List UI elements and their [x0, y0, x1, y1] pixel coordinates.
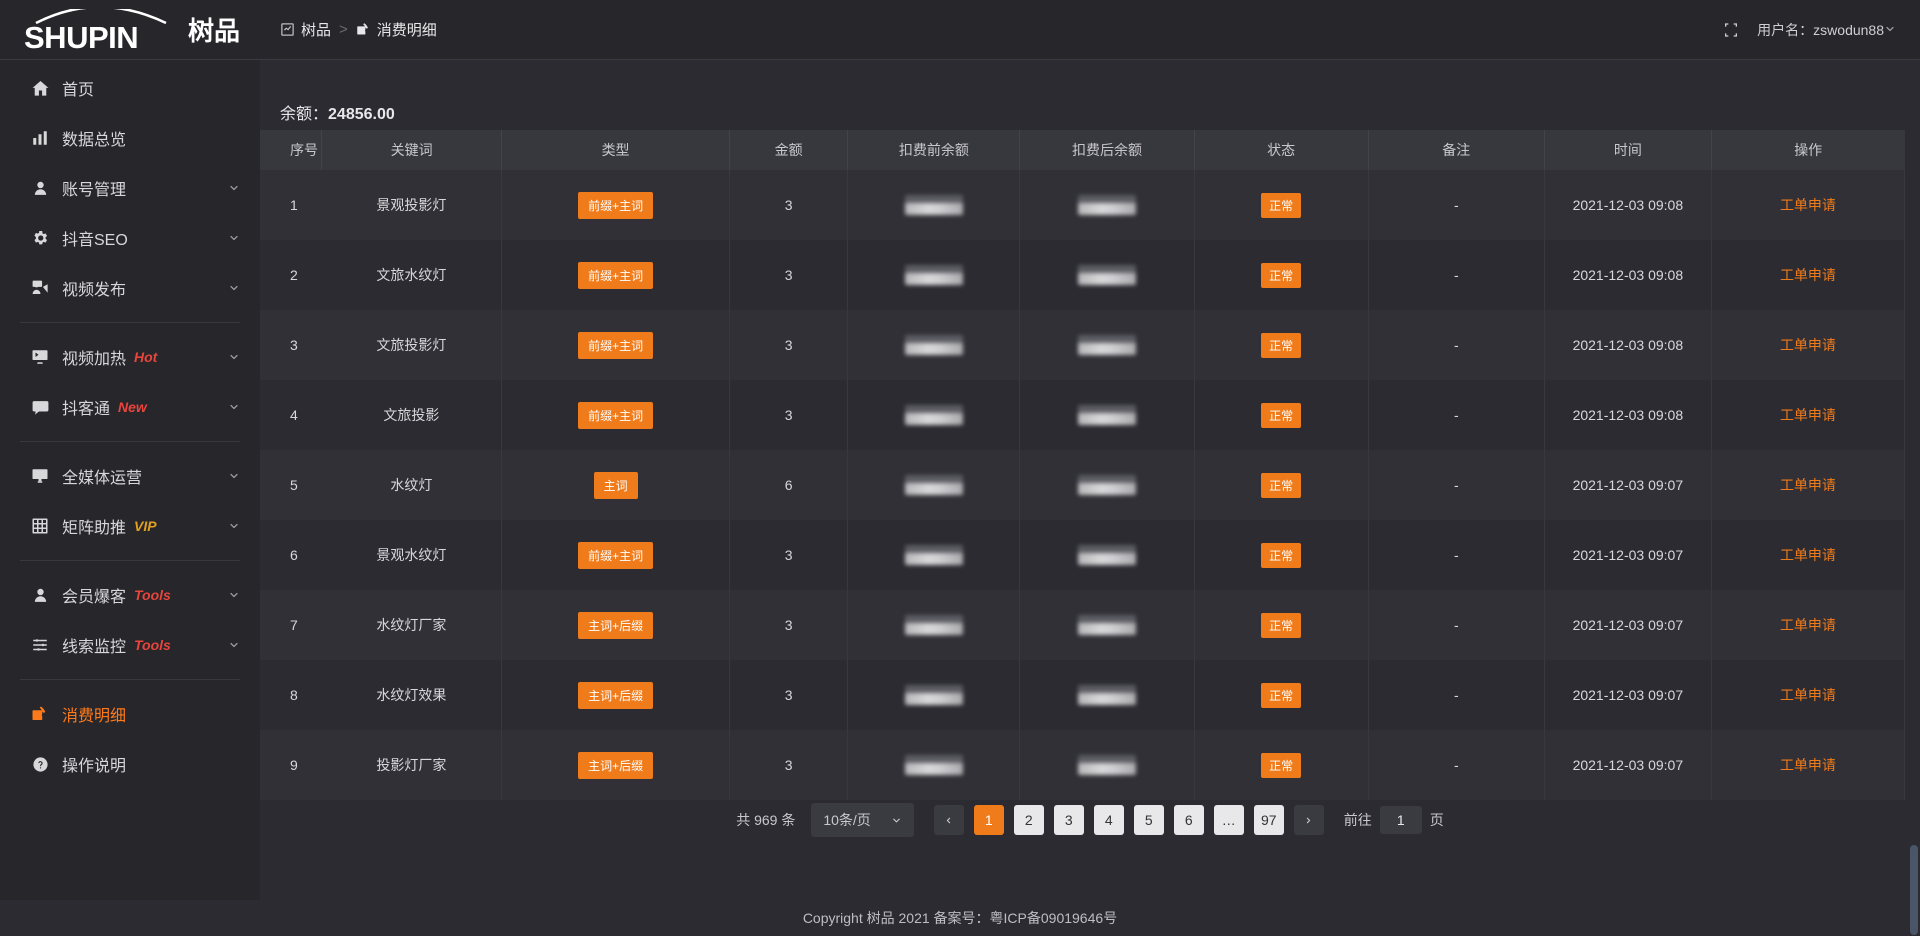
- svg-text:SHUPIN: SHUPIN: [24, 20, 138, 51]
